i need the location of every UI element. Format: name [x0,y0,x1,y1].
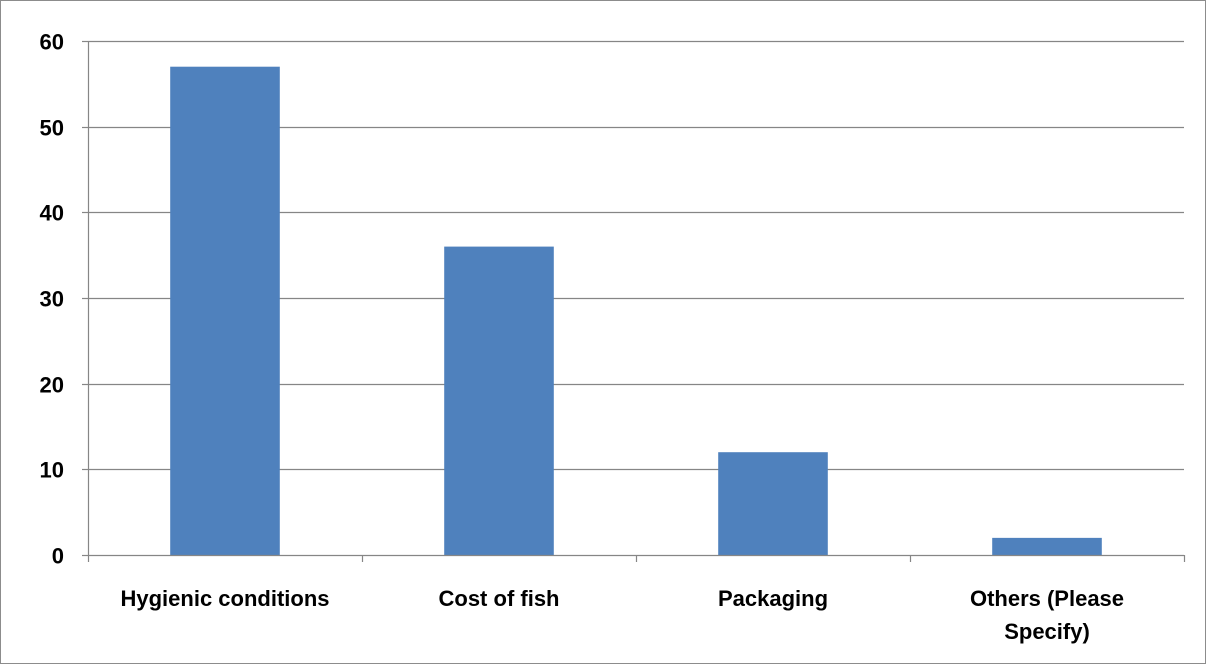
x-category-label: Others (Please [970,586,1124,611]
x-category-label: Hygienic conditions [120,586,329,611]
labels: 0 10 20 30 40 50 60 Hygienic conditions Cost of … [40,30,1125,645]
x-category-label: Cost of fish [439,586,560,611]
bar-others-please-specify [992,537,1102,555]
axes [82,40,1186,562]
bar-hygienic-conditions [170,66,280,555]
bar-cost-of-fish [444,246,554,555]
y-tick-label: 60 [40,30,64,55]
x-category-label: Packaging [718,586,828,611]
x-category-label: Specify) [1004,619,1090,644]
y-tick-label: 10 [40,458,64,483]
y-tick-label: 20 [40,373,64,398]
y-tick-label: 30 [40,287,64,312]
y-tick-label: 50 [40,116,64,141]
bars [170,66,1102,555]
bar-packaging [718,452,828,555]
y-tick-label: 0 [52,544,64,569]
y-tick-label: 40 [40,201,64,226]
